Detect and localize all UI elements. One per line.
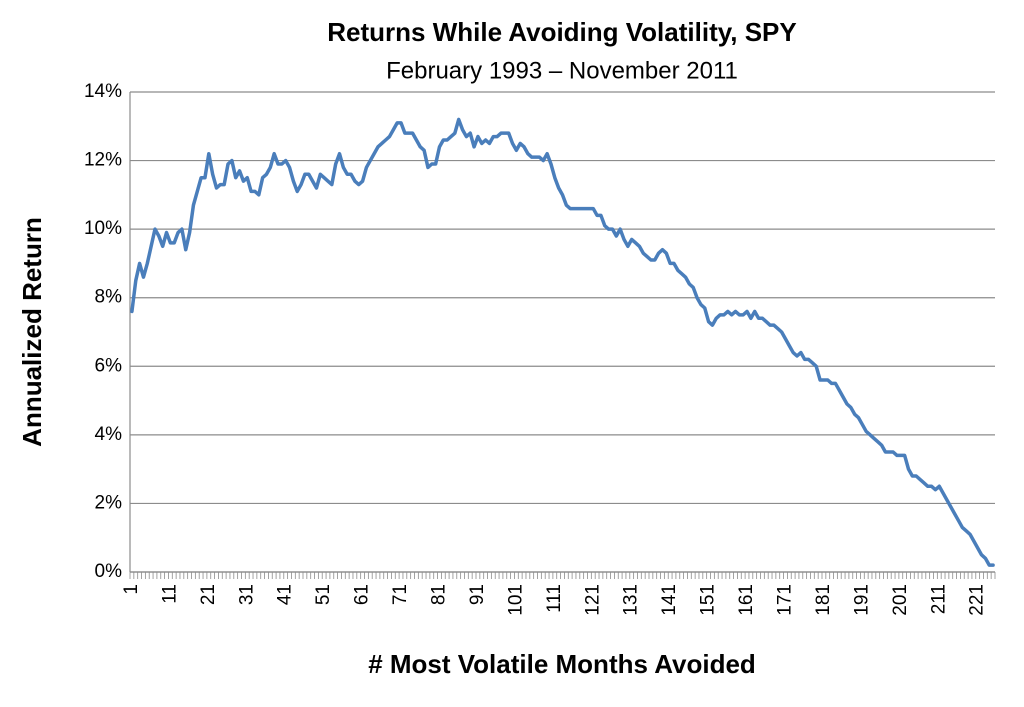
y-tick-label: 10% [84, 218, 122, 239]
x-tick-label: 71 [390, 584, 411, 605]
x-tick-label: 121 [582, 584, 603, 616]
x-tick-label: 111 [544, 584, 565, 613]
x-tick-label: 11 [159, 584, 180, 604]
x-tick-label: 201 [890, 584, 911, 616]
x-tick-label: 171 [774, 584, 795, 616]
x-tick-label: 131 [621, 584, 642, 616]
x-tick-label: 161 [736, 584, 757, 616]
x-tick-label: 101 [505, 584, 526, 616]
y-tick-label: 4% [95, 424, 123, 445]
y-tick-label: 6% [95, 355, 123, 376]
x-tick-label: 1 [121, 584, 142, 595]
chart-subtitle: February 1993 – November 2011 [386, 57, 738, 84]
x-axis-title: # Most Volatile Months Avoided [368, 649, 756, 679]
x-tick-label: 61 [352, 584, 373, 605]
x-tick-label: 181 [813, 584, 834, 616]
x-tick-label: 31 [236, 584, 257, 605]
line-series [130, 117, 995, 567]
y-tick-label: 8% [95, 287, 123, 308]
x-tick-label: 81 [428, 584, 449, 605]
x-tick-label: 221 [967, 584, 988, 616]
chart-title: Returns While Avoiding Volatility, SPY [327, 17, 797, 47]
y-tick-label: 14% [84, 81, 122, 102]
x-tick-label: 141 [659, 584, 680, 616]
x-tick-label: 51 [313, 584, 334, 605]
x-tick-label: 41 [275, 584, 296, 605]
y-tick-label: 2% [95, 492, 123, 513]
x-tick-label: 151 [698, 584, 719, 616]
x-tick-label: 191 [851, 584, 872, 616]
y-axis-title: Annualized Return [17, 217, 47, 447]
x-tick-label: 21 [198, 584, 219, 605]
x-tick-label: 91 [467, 584, 488, 605]
y-tick-label: 12% [84, 150, 122, 171]
x-tick-label: 211 [928, 584, 949, 614]
y-tick-label: 0% [95, 561, 123, 582]
